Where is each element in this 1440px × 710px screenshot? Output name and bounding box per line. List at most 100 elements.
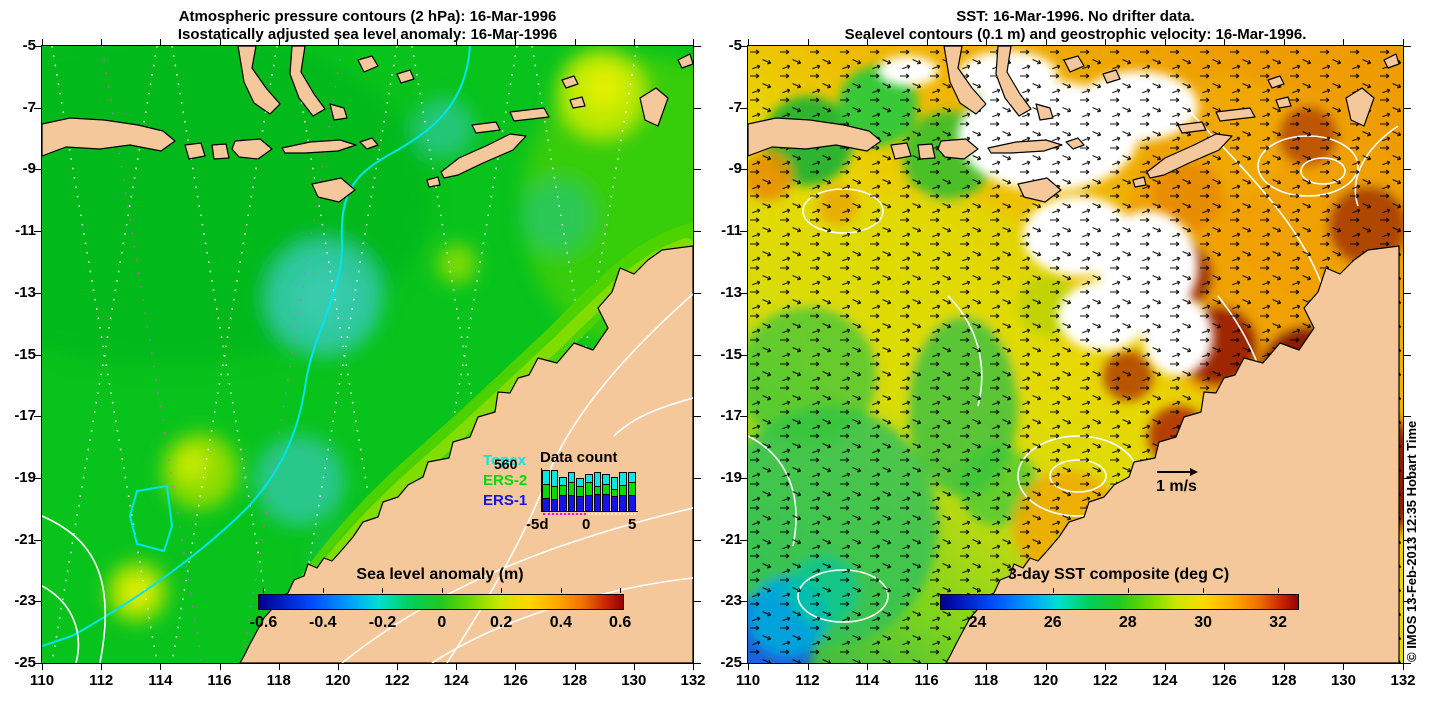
histogram-bar — [593, 472, 602, 511]
sst-colorbar — [940, 594, 1299, 610]
sst-velocity-map — [747, 45, 1404, 664]
sst-colorbar-label-tick — [1203, 588, 1205, 593]
imos-watermark: © IMOS 13-Feb-2013 12:35 Hobart Time — [1404, 420, 1419, 662]
y-tickmark — [740, 46, 747, 47]
y-tickmark-right — [694, 539, 701, 541]
histogram-segment-ers-1 — [567, 495, 576, 511]
y-tickmark — [740, 539, 747, 541]
legend-xlabel-0: 0 — [582, 516, 591, 533]
left-panel-title-line2: Isostatically adjusted sea level anomaly… — [177, 26, 558, 43]
x-tickmark — [397, 663, 399, 670]
histogram-segment-topex — [542, 470, 550, 484]
y-tickmark — [740, 231, 747, 233]
legend-title: Data count — [540, 449, 618, 466]
left_panel-x-tick-label: 116 — [207, 672, 232, 689]
y-tickmark-right — [694, 601, 701, 603]
y-tickmark-right — [1404, 169, 1411, 171]
x-tickmark-top — [456, 39, 458, 46]
histogram-segment-ers-1 — [542, 498, 550, 511]
left_panel-y-tick-label: -5 — [22, 37, 36, 54]
right_panel-x-tick-label: 118 — [974, 672, 999, 689]
histogram-bar — [619, 472, 627, 511]
x-tickmark-top — [1343, 39, 1345, 46]
histogram-bar — [584, 474, 593, 511]
y-tickmark — [740, 416, 747, 418]
x-tickmark — [515, 663, 517, 670]
left_panel-x-tick-label: 122 — [384, 672, 410, 689]
histogram-segment-ers-2 — [550, 486, 559, 499]
histogram-segment-ers-2 — [619, 485, 627, 495]
sea-level-colorbar-label: -0.2 — [368, 614, 397, 631]
histogram-segment-ers-2 — [584, 482, 593, 495]
histogram-segment-topex — [567, 472, 576, 482]
histogram-segment-topex — [627, 472, 636, 482]
right_panel-x-tick-label: 124 — [1152, 672, 1178, 689]
sea-level-colorbar-label-tick — [263, 588, 265, 593]
histogram-segment-ers-1 — [627, 495, 636, 511]
histogram-segment-ers-1 — [576, 496, 584, 511]
right_panel-y-tick-label: -15 — [720, 345, 742, 363]
x-tickmark-top — [278, 39, 280, 46]
y-tickmark-right — [1404, 354, 1411, 356]
sst-colorbar-label-tick — [977, 588, 979, 593]
y-tickmark-right — [1404, 231, 1411, 233]
x-tickmark-top — [397, 39, 399, 46]
histogram-segment-ers-2 — [576, 486, 584, 496]
y-tickmark-right — [1404, 416, 1411, 418]
left_panel-y-tick-label: -23 — [14, 592, 36, 610]
legend-topex-label: Topex — [483, 452, 527, 469]
right_panel-y-tick-label: -25 — [720, 654, 742, 671]
histogram-segment-ers-2 — [559, 485, 567, 495]
right_panel-y-tick-label: -13 — [720, 283, 742, 301]
x-tickmark-top — [633, 39, 635, 46]
sst-colorbar-label: 32 — [1269, 614, 1287, 631]
sea-level-colorbar-label: -0.4 — [308, 614, 337, 631]
y-tickmark — [740, 663, 747, 664]
velocity-scale-arrowhead — [1190, 468, 1198, 476]
histogram-bar — [542, 470, 550, 511]
y-tickmark — [740, 169, 747, 171]
data-count-histogram — [541, 468, 638, 512]
y-tickmark-right — [694, 107, 701, 109]
x-tickmark-top — [515, 39, 517, 46]
sst-colorbar-label-tick — [1127, 588, 1129, 593]
y-tickmark-right — [1404, 477, 1411, 479]
histogram-bar — [627, 472, 636, 511]
x-tickmark-top — [219, 39, 221, 46]
left-panel-title-line1: Atmospheric pressure contours (2 hPa): 1… — [178, 8, 557, 25]
x-tickmark-top — [101, 39, 103, 46]
sea-level-colorbar-label-tick — [501, 588, 503, 593]
right-colorbar-title: 3-day SST composite (deg C) — [1007, 566, 1230, 583]
y-tickmark — [34, 46, 41, 47]
sea-level-anomaly-colorbar — [258, 594, 624, 610]
histogram-segment-ers-2 — [567, 482, 576, 495]
histogram-segment-ers-2 — [602, 484, 610, 494]
sea-level-colorbar-label-tick — [441, 588, 443, 593]
left_panel-y-tick-label: -17 — [14, 407, 36, 425]
left_panel-x-tick-label: 114 — [148, 672, 173, 689]
y-tickmark — [34, 292, 41, 294]
histogram-bar — [550, 470, 559, 511]
left_panel-x-tick-label: 128 — [562, 672, 588, 689]
left_panel-x-tick-label: 124 — [443, 672, 469, 689]
x-tickmark — [278, 663, 280, 670]
sst-colorbar-label-tick — [1052, 588, 1054, 593]
velocity-scale-label: 1 m/s — [1156, 478, 1197, 495]
left_panel-y-tick-label: -9 — [22, 160, 36, 178]
sea-level-colorbar-label: 0 — [437, 614, 447, 631]
histogram-segment-ers-2 — [542, 484, 550, 498]
y-tickmark — [34, 477, 41, 479]
x-tickmark — [693, 663, 694, 670]
y-tickmark — [34, 354, 41, 356]
velocity-scale-arrow — [1157, 471, 1193, 473]
histogram-segment-topex — [584, 474, 593, 482]
x-tickmark-top — [807, 39, 809, 46]
sst-colorbar-label-tick — [1278, 588, 1280, 593]
x-tickmark-top — [867, 39, 869, 46]
x-tickmark-top — [1224, 39, 1226, 46]
x-tickmark — [926, 663, 928, 670]
x-tickmark — [1224, 663, 1226, 670]
x-tickmark — [1283, 663, 1285, 670]
right_panel-x-tick-label: 122 — [1092, 672, 1118, 689]
x-tickmark-top — [1283, 39, 1285, 46]
